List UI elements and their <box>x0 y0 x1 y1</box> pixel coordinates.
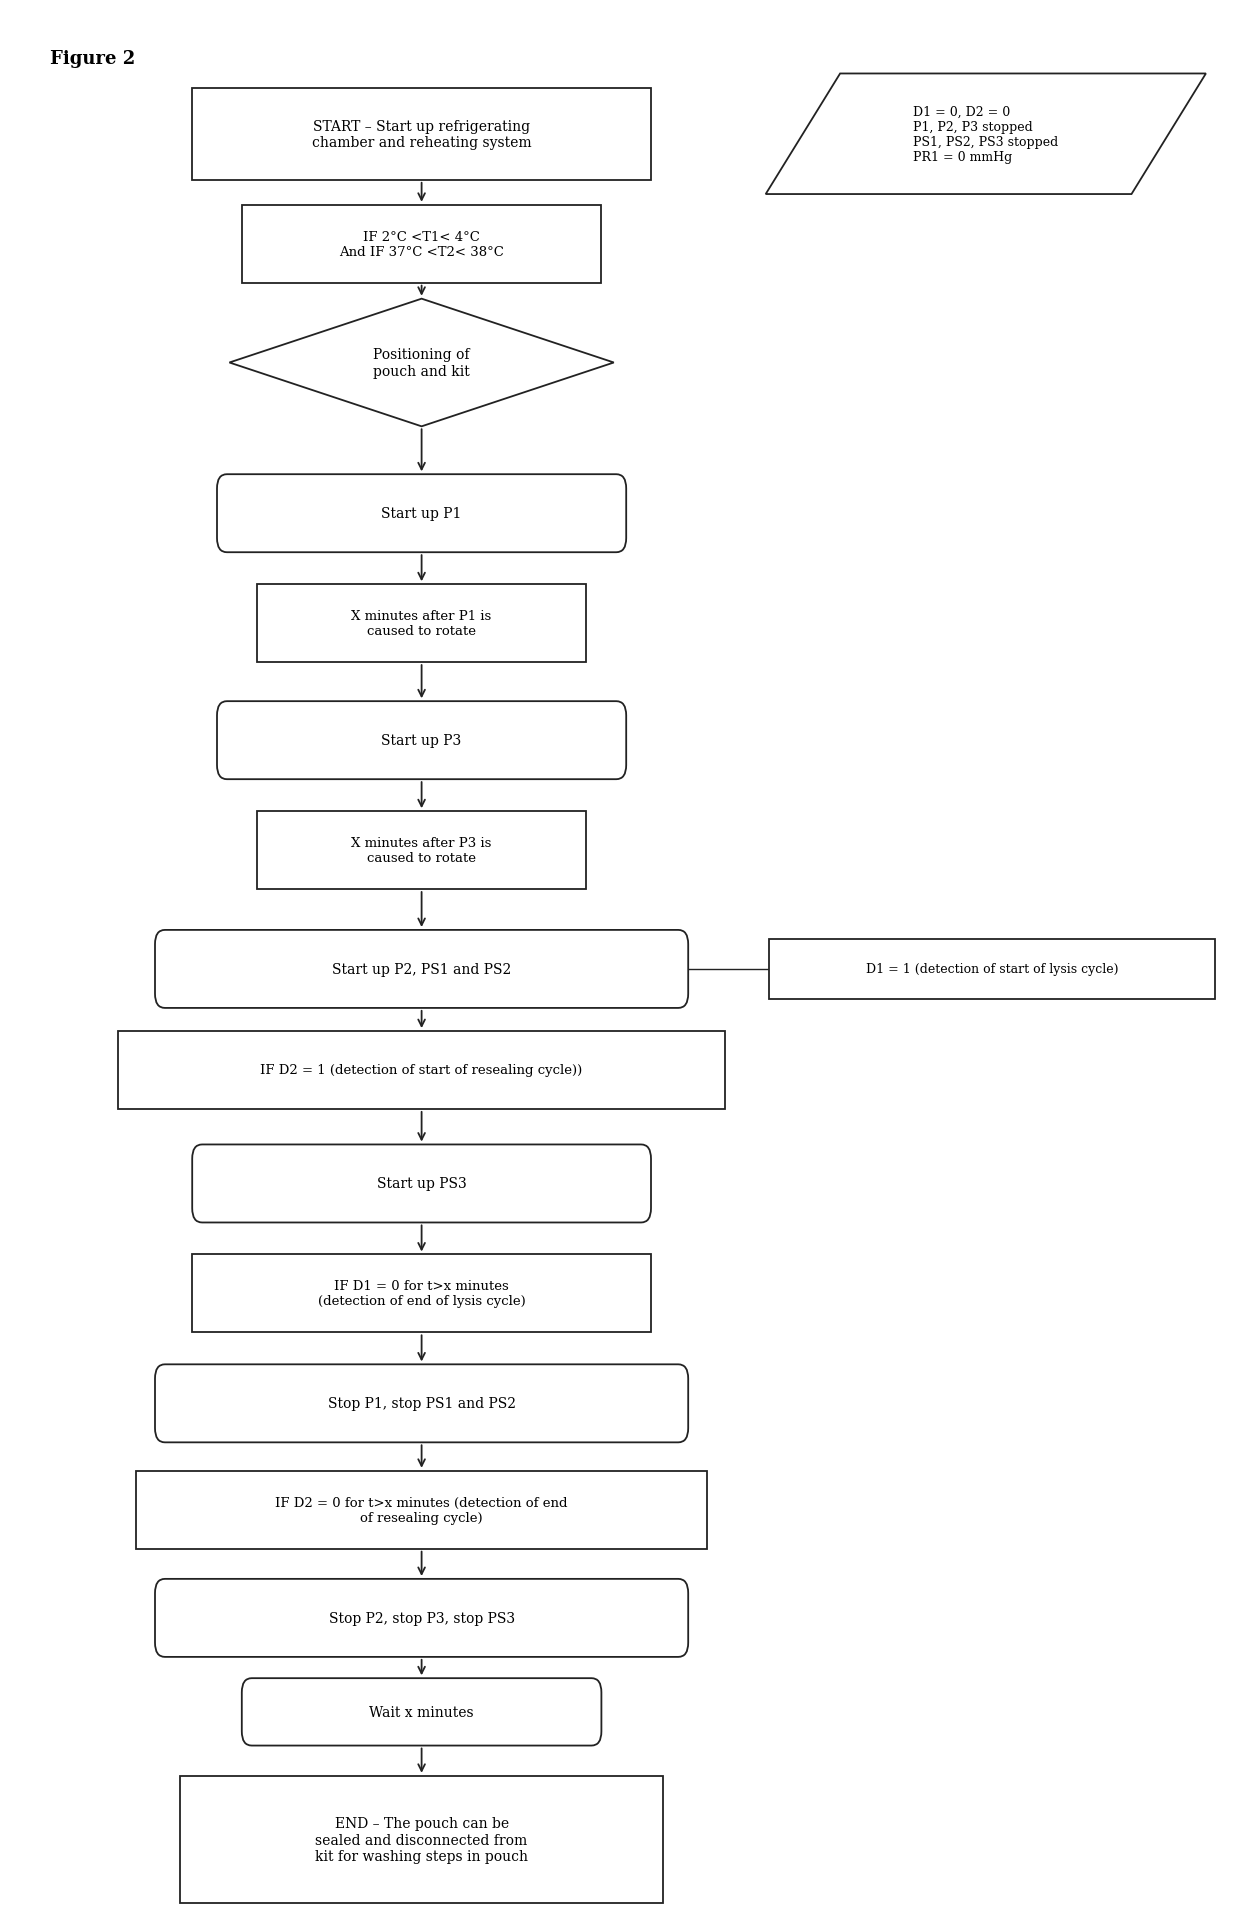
Bar <box>192 1256 651 1332</box>
FancyBboxPatch shape <box>217 475 626 553</box>
Bar <box>180 1776 663 1903</box>
FancyBboxPatch shape <box>155 1365 688 1443</box>
Text: Start up P1: Start up P1 <box>382 507 461 521</box>
FancyBboxPatch shape <box>155 1579 688 1658</box>
Text: IF 2°C <T1< 4°C
And IF 37°C <T2< 38°C: IF 2°C <T1< 4°C And IF 37°C <T2< 38°C <box>340 230 503 258</box>
Text: X minutes after P1 is
caused to rotate: X minutes after P1 is caused to rotate <box>351 611 492 637</box>
Text: END – The pouch can be
sealed and disconnected from
kit for washing steps in pou: END – The pouch can be sealed and discon… <box>315 1816 528 1862</box>
Polygon shape <box>229 299 614 427</box>
Bar <box>769 940 1215 999</box>
Text: Start up PS3: Start up PS3 <box>377 1177 466 1191</box>
Text: Stop P1, stop PS1 and PS2: Stop P1, stop PS1 and PS2 <box>327 1397 516 1411</box>
Bar <box>118 1032 725 1110</box>
Bar <box>192 88 651 180</box>
FancyBboxPatch shape <box>242 1679 601 1746</box>
Text: IF D2 = 0 for t>x minutes (detection of end
of resealing cycle): IF D2 = 0 for t>x minutes (detection of … <box>275 1497 568 1524</box>
Bar <box>136 1472 707 1548</box>
Bar <box>258 586 587 662</box>
Text: X minutes after P3 is
caused to rotate: X minutes after P3 is caused to rotate <box>351 836 492 865</box>
FancyBboxPatch shape <box>192 1145 651 1223</box>
Text: Positioning of
pouch and kit: Positioning of pouch and kit <box>373 348 470 379</box>
Text: Start up P2, PS1 and PS2: Start up P2, PS1 and PS2 <box>332 963 511 976</box>
Text: D1 = 1 (detection of start of lysis cycle): D1 = 1 (detection of start of lysis cycl… <box>866 963 1118 976</box>
Text: Start up P3: Start up P3 <box>382 733 461 748</box>
Text: Stop P2, stop P3, stop PS3: Stop P2, stop P3, stop PS3 <box>329 1612 515 1625</box>
Bar <box>242 205 601 283</box>
Text: IF D2 = 1 (detection of start of resealing cycle)): IF D2 = 1 (detection of start of reseali… <box>260 1064 583 1078</box>
Text: Figure 2: Figure 2 <box>50 50 135 67</box>
Text: START – Start up refrigerating
chamber and reheating system: START – Start up refrigerating chamber a… <box>311 119 532 149</box>
Text: Wait x minutes: Wait x minutes <box>370 1705 474 1719</box>
Polygon shape <box>766 75 1205 195</box>
Text: IF D1 = 0 for t>x minutes
(detection of end of lysis cycle): IF D1 = 0 for t>x minutes (detection of … <box>317 1280 526 1307</box>
FancyBboxPatch shape <box>155 930 688 1009</box>
FancyBboxPatch shape <box>217 702 626 779</box>
Text: D1 = 0, D2 = 0
P1, P2, P3 stopped
PS1, PS2, PS3 stopped
PR1 = 0 mmHg: D1 = 0, D2 = 0 P1, P2, P3 stopped PS1, P… <box>913 105 1059 165</box>
Bar <box>258 812 587 890</box>
